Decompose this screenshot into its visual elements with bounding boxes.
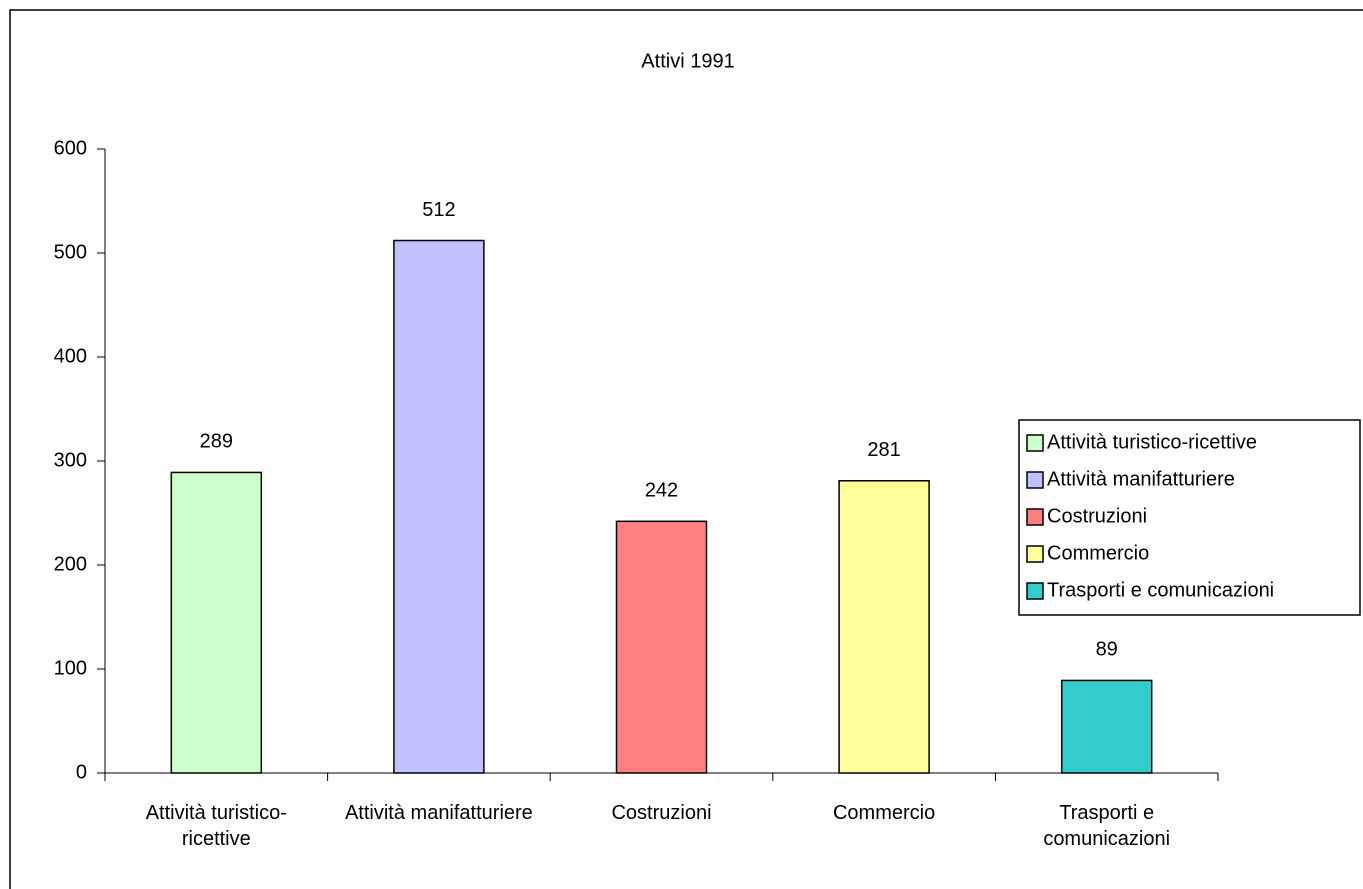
bar (393, 239, 485, 774)
data-label: 89 (1096, 639, 1118, 661)
chart-title: Attivi 1991 (641, 50, 734, 72)
data-label: 242 (645, 480, 678, 502)
bar (170, 471, 263, 774)
legend-label: Commercio (1047, 542, 1149, 564)
legend-label: Costruzioni (1047, 505, 1147, 527)
legend-swatch (1026, 545, 1044, 563)
legend-label: Trasporti e comunicazioni (1047, 579, 1274, 601)
legend-swatch (1026, 582, 1044, 600)
chart-border (9, 9, 1363, 889)
bar (838, 480, 930, 774)
x-tick-label: Costruzioni (611, 802, 712, 824)
bar (615, 520, 708, 774)
y-tick-label: 600 (54, 137, 87, 159)
legend-label: Attività turistico-ricettive (1047, 431, 1257, 453)
data-label: 512 (422, 199, 455, 221)
legend-swatch (1026, 471, 1044, 489)
legend-label: Attività manifatturiere (1047, 468, 1235, 490)
y-tick-label: 400 (54, 345, 87, 367)
legend-box (1018, 419, 1361, 616)
x-tick-label: Trasporti e comunicazioni (1043, 802, 1171, 850)
data-label: 281 (867, 439, 900, 461)
y-tick-label: 500 (54, 241, 87, 263)
x-tick-label: Attività manifatturiere (344, 802, 533, 824)
y-tick-label: 200 (54, 553, 87, 575)
y-tick-label: 0 (76, 761, 87, 783)
x-tick-label: Attività turistico-ricettive (145, 802, 287, 850)
legend-swatch (1026, 508, 1044, 526)
y-tick-label: 100 (54, 657, 87, 679)
legend-swatch (1026, 434, 1044, 452)
data-label: 289 (200, 431, 233, 453)
y-tick-label: 300 (54, 449, 87, 471)
bar (1060, 679, 1153, 774)
x-tick-label: Commercio (832, 802, 936, 824)
